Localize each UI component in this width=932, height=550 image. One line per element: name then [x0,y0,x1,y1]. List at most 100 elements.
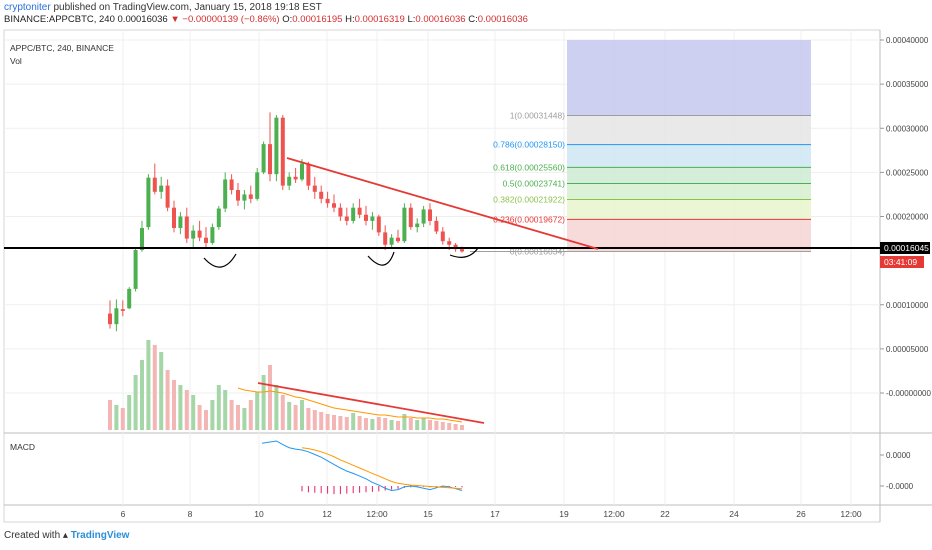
publish-info: cryptoniter published on TradingView.com… [4,2,322,13]
candle-6 [146,174,151,230]
macd-pane-label: MACD [10,442,35,452]
volume-bar-19 [229,400,234,430]
volume-bar-14 [197,405,202,430]
candle-body-36 [338,207,343,217]
candle-0 [108,300,112,329]
candle-13 [191,225,196,248]
volume-bar-50 [428,420,432,430]
candle-11 [178,212,183,235]
volume-bar-1 [114,405,119,430]
high-label: H: [345,14,355,25]
candle-33 [319,185,324,204]
volume-trendline[interactable] [257,382,485,424]
candle-14 [197,220,202,242]
candle-16 [210,223,215,245]
volume-bar-47 [408,418,413,430]
candle-body-3 [127,288,132,309]
macd-pane [261,440,463,495]
volume-bar-49 [421,418,426,430]
candle-34 [325,191,330,208]
volume-bar-15 [204,410,208,430]
candle-body-49 [421,209,426,224]
candle-51 [434,216,439,235]
candle-body-52 [440,231,445,242]
x-tick-label-8: 12:00 [603,509,625,519]
candle-32 [312,176,317,199]
candle-body-21 [242,194,247,201]
candle-body-7 [152,177,157,192]
symbol-line: BINANCE:APPCBTC, 240 [4,14,115,25]
candle-43 [383,225,388,251]
candle-47 [408,203,413,230]
candle-49 [421,205,426,228]
candle-52 [440,227,445,245]
volume-bar-3 [127,395,132,430]
bottom-curve-1[interactable] [203,253,237,268]
volume-bar-34 [325,414,330,430]
candle-44 [389,234,394,248]
y-tick-label-2: 0.00030000 [886,124,929,133]
volume-bar-9 [165,370,170,430]
author-link[interactable]: cryptoniter [4,2,51,13]
high-value: 0.00016319 [354,14,405,25]
candle-body-46 [402,207,407,242]
volume-bar-25 [268,365,272,430]
bottom-curve-3[interactable] [449,247,479,258]
candle-body-31 [306,163,311,186]
tradingview-brand[interactable]: TradingView [70,530,130,541]
published-text: published on TradingView.com, January 15… [53,2,322,13]
y-tick-label-3: 0.00025000 [886,168,929,177]
candle-48 [415,218,420,233]
candle-body-47 [408,207,413,228]
candle-1 [114,299,119,332]
candle-body-8 [159,185,164,192]
volume-bar-17 [216,385,221,430]
volume-bar-27 [280,395,285,430]
volume-bar-4 [133,375,138,430]
close-value: 0.00016036 [477,14,528,25]
candle-body-37 [344,216,349,221]
volume-bar-46 [402,414,407,430]
volume-bar-45 [396,421,400,430]
price-tag [880,242,930,254]
x-tick-label-11: 26 [796,509,806,519]
macd-line [261,440,463,492]
candle-body-10 [172,207,176,228]
candle-body-32 [312,185,317,192]
candle-2 [120,300,125,317]
low-value: 0.00016036 [415,14,466,25]
candle-body-44 [389,237,394,245]
fib-label-2: 0.618(0.00025560) [493,162,565,172]
x-tick-label-3: 12 [322,509,332,519]
x-tick-label-1: 8 [188,509,193,519]
candle-body-45 [396,237,400,242]
volume-bar-52 [440,422,445,430]
candle-body-23 [255,172,260,199]
bottom-curve-2[interactable] [367,251,395,266]
candle-19 [229,174,234,195]
candle-5 [140,220,144,252]
x-tick-label-0: 6 [121,509,126,519]
price-trendline[interactable] [286,157,599,250]
low-label: L: [407,14,416,25]
candle-body-6 [146,177,151,228]
y-tick-label-7: -0.00000000 [886,389,931,398]
candle-8 [159,176,164,199]
volume-bar-5 [140,360,144,430]
candle-23 [255,167,260,201]
candle-9 [165,179,170,212]
volume-bar-24 [261,375,266,430]
fib-retracement[interactable]: 1(0.00031448) 0.786(0.00028150) 0.618(0.00… [470,40,811,256]
volume-bar-16 [210,400,215,430]
candle-body-19 [229,179,234,191]
candle-31 [306,161,311,191]
fib-zone-5 [567,199,811,220]
candle-50 [428,203,432,226]
volume-bar-42 [376,417,381,430]
macd-tick-label-1: -0.0000 [886,482,914,491]
candle-body-50 [428,209,432,221]
y-tick-label-4: 0.00020000 [886,213,929,222]
volume-bar-18 [223,390,228,430]
volume-bar-29 [293,405,298,430]
